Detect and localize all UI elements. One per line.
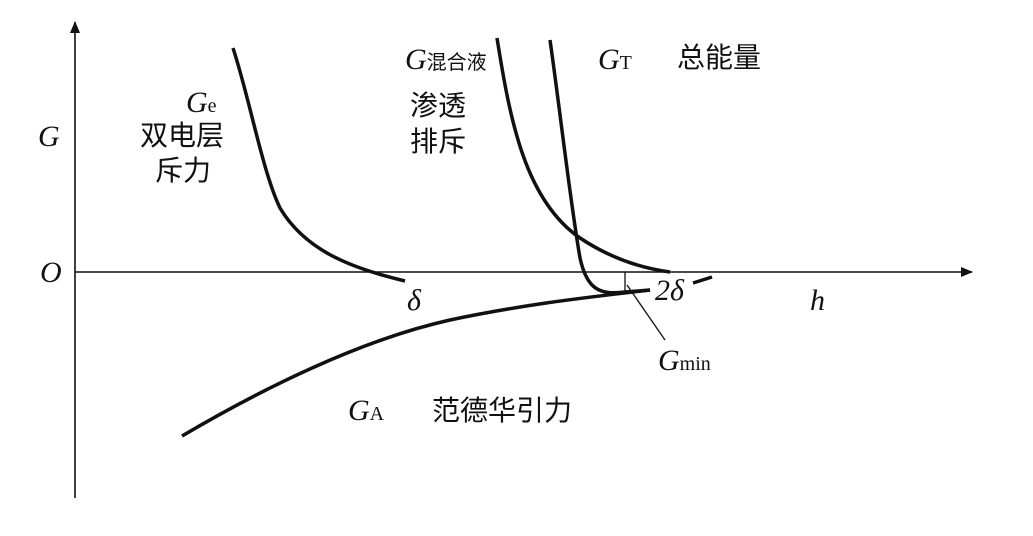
curve-ga-tail xyxy=(692,275,713,285)
gmin-label: Gmin xyxy=(658,344,711,377)
y-axis-label: G xyxy=(38,120,60,153)
ge-desc-1: 双电层 xyxy=(140,119,225,152)
gt-desc: 总能量 xyxy=(677,41,762,74)
curve-gmix xyxy=(495,37,671,274)
curve-ga xyxy=(181,288,651,438)
gmix-desc-1: 渗透 xyxy=(410,89,467,122)
ga-label: GA xyxy=(348,394,385,427)
ga-desc: 范德华引力 xyxy=(432,394,573,427)
gmix-label: G混合液 xyxy=(405,43,487,76)
curve-gt xyxy=(548,39,651,295)
ge-desc-2: 斥力 xyxy=(155,154,212,187)
ge-label: Ge xyxy=(186,86,217,119)
gt-label: GT xyxy=(598,43,632,76)
delta-label: δ xyxy=(407,284,421,317)
gmix-desc-2: 排斥 xyxy=(410,125,467,158)
origin-label: O xyxy=(40,256,62,289)
gmin-leader xyxy=(626,284,666,341)
two-delta-label: 2δ xyxy=(655,274,684,307)
curve-ge xyxy=(231,47,406,283)
x-axis-label: h xyxy=(810,284,825,317)
